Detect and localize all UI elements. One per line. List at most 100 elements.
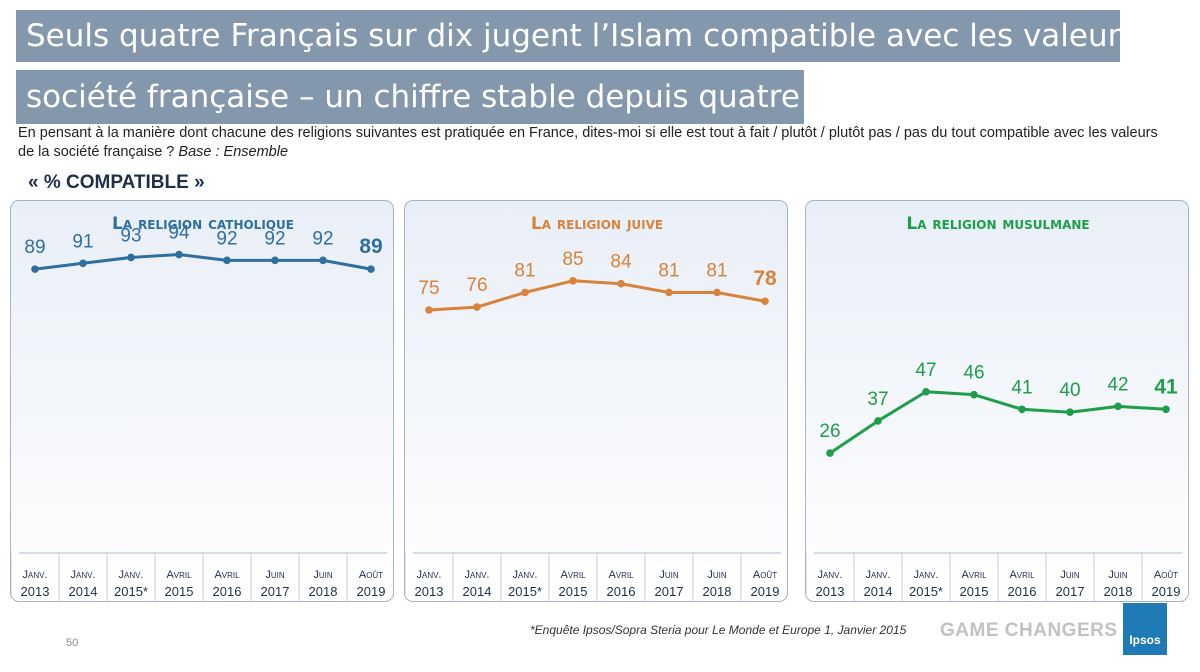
chart-panel-juive: La religion juive 75 76 81 85 84 81 81 78 Janv. 20… — [404, 200, 788, 602]
data-label: 46 — [963, 363, 984, 384]
x-tick-label-month: Juin — [659, 569, 679, 581]
x-tick-label-month: Avril — [961, 569, 987, 581]
x-tick-label-year: 2019 — [1152, 584, 1181, 599]
x-tick-label-month: Janv. — [913, 569, 938, 581]
data-point — [367, 265, 375, 273]
x-tick-label-month: Avril — [166, 569, 192, 581]
data-point — [79, 259, 87, 268]
x-tick-label-month: Janv. — [464, 569, 489, 581]
x-tick-label-month: Août — [1154, 569, 1178, 581]
series-line — [34, 253, 372, 271]
chart-title: La religion musulmane — [906, 214, 1089, 234]
x-tick-label-year: 2015* — [909, 584, 943, 599]
data-point — [665, 288, 673, 297]
x-tick-label-year: 2016 — [213, 584, 242, 599]
data-point — [922, 387, 930, 396]
data-point — [127, 253, 135, 262]
x-tick-label-year: 2013 — [816, 584, 845, 599]
chart-svg-1: La religion juive 75 76 81 85 84 81 81 78 Janv. 20… — [405, 214, 781, 601]
x-tick-label-month: Janv. — [22, 569, 47, 581]
data-label: 76 — [466, 275, 487, 296]
data-point — [1066, 408, 1074, 416]
ipsos-logo-text: Ipsos — [1129, 633, 1161, 647]
x-tick-label-year: 2014 — [463, 584, 492, 599]
data-label: 41 — [1011, 377, 1032, 398]
data-point — [617, 279, 625, 288]
data-label: 91 — [72, 231, 93, 252]
x-tick-label-year: 2016 — [1008, 584, 1037, 599]
series-line — [829, 390, 1167, 455]
page-number: 50 — [66, 637, 79, 649]
data-point — [1162, 405, 1170, 414]
x-tick-label-month: Janv. — [416, 569, 441, 581]
x-tick-label-year: 2018 — [1104, 584, 1133, 599]
question-text: En pensant à la manière dont chacune des… — [18, 125, 1158, 160]
x-tick-label-month: Juin — [265, 569, 285, 581]
x-tick-label-year: 2018 — [703, 584, 732, 599]
data-label: 37 — [867, 389, 888, 410]
x-tick-label-month: Janv. — [865, 569, 890, 581]
data-label: 81 — [514, 260, 535, 281]
chart-title: La religion juive — [531, 214, 663, 234]
brand-tagline: GAME CHANGERS — [940, 620, 1118, 641]
data-label: 40 — [1059, 380, 1080, 401]
x-tick-label-year: 2018 — [309, 584, 338, 599]
ipsos-logo: Ipsos — [1123, 603, 1167, 655]
x-tick-label-year: 2019 — [357, 584, 386, 599]
data-point — [761, 297, 769, 306]
data-label: 26 — [819, 421, 840, 442]
data-point — [826, 449, 834, 457]
x-tick-label-month: Avril — [214, 569, 240, 581]
x-tick-label-month: Juin — [313, 569, 333, 581]
data-point — [521, 288, 529, 297]
x-tick-label-month: Août — [359, 569, 383, 581]
series-line — [428, 279, 766, 312]
chart-panel-catholique: La religion catholique 89 91 93 94 92 92 92 89 Ja… — [10, 200, 394, 602]
x-tick-label-year: 2016 — [607, 584, 636, 599]
data-point — [175, 250, 183, 259]
title-line-2: société française – un chiffre stable de… — [16, 70, 865, 124]
x-tick-label-month: Juin — [707, 569, 727, 581]
footnote: *Enquête Ipsos/Sopra Steria pour Le Mond… — [530, 623, 907, 637]
data-label: 75 — [418, 278, 439, 299]
compatible-label: « % COMPATIBLE » — [28, 172, 205, 193]
x-tick-label-year: 2013 — [415, 584, 444, 599]
data-point — [473, 303, 481, 311]
x-tick-label-year: 2015 — [559, 584, 588, 599]
title-line-1: Seuls quatre Français sur dix jugent l’I… — [16, 10, 1200, 62]
data-point — [223, 256, 231, 265]
chart-title: La religion catholique — [112, 214, 294, 234]
x-tick-label-year: 2015 — [165, 584, 194, 599]
x-tick-label-year: 2014 — [864, 584, 893, 599]
x-tick-label-year: 2015* — [114, 584, 148, 599]
data-point — [271, 256, 279, 265]
data-label: 92 — [312, 228, 333, 249]
data-label: 85 — [562, 249, 583, 270]
x-tick-label-month: Juin — [1108, 569, 1128, 581]
data-label: 89 — [359, 235, 382, 258]
x-tick-label-year: 2015 — [960, 584, 989, 599]
x-tick-label-year: 2019 — [751, 584, 780, 599]
x-tick-label-year: 2015* — [508, 584, 542, 599]
data-point — [874, 417, 882, 425]
data-label: 94 — [168, 223, 190, 244]
x-tick-label-month: Janv. — [512, 569, 537, 581]
data-label: 92 — [264, 228, 285, 249]
data-label: 89 — [24, 237, 45, 258]
data-label: 92 — [216, 228, 237, 249]
x-tick-label-month: Juin — [1060, 569, 1080, 581]
data-point — [569, 277, 577, 285]
data-label: 81 — [658, 260, 679, 281]
x-tick-label-year: 2017 — [1056, 584, 1085, 599]
data-point — [319, 256, 327, 265]
title-line-2-text: société française – un chiffre stable de… — [26, 78, 865, 115]
data-label: 81 — [706, 260, 727, 281]
data-label: 78 — [753, 267, 777, 290]
x-tick-label-month: Janv. — [70, 569, 95, 581]
data-label: 84 — [610, 252, 632, 273]
chart-svg-0: La religion catholique 89 91 93 94 92 92 92 89 Ja… — [11, 214, 387, 601]
x-tick-label-year: 2017 — [655, 584, 684, 599]
base-text: Base : Ensemble — [178, 144, 289, 160]
x-tick-label-year: 2013 — [21, 584, 50, 599]
data-label: 42 — [1107, 374, 1128, 395]
